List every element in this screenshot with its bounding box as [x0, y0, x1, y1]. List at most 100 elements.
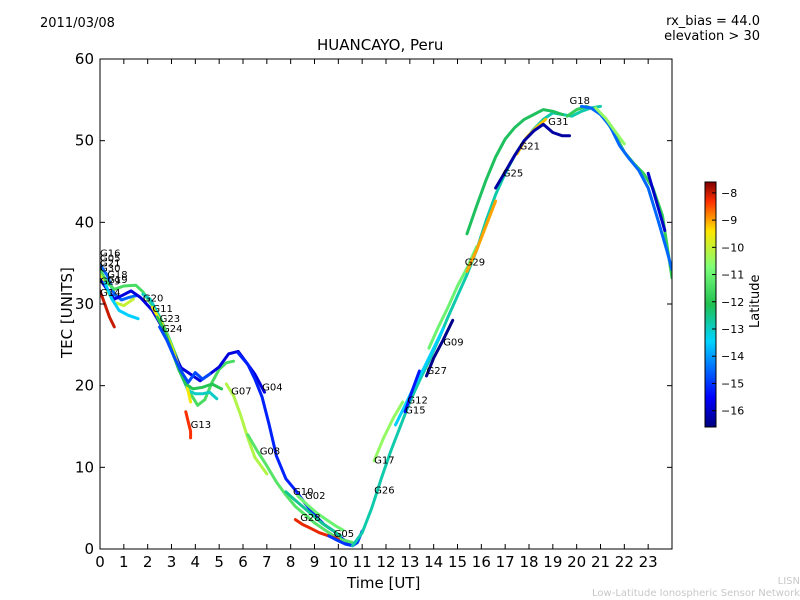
prn-label: G14	[100, 288, 120, 299]
prn-label: G10	[293, 487, 313, 498]
colorbar-tick-label: −11	[721, 269, 744, 282]
colorbar-tick-label: −12	[721, 296, 744, 309]
prn-label: G13	[191, 420, 211, 431]
date-label: 2011/03/08	[40, 16, 115, 31]
prn-label: G08	[260, 446, 280, 457]
prn-label: G12	[407, 396, 427, 407]
prn-label: G26	[374, 486, 394, 497]
footer-org-long: Low-Latitude Ionospheric Sensor Network	[592, 588, 800, 599]
colorbar-tick-layer: −8 −9 −10 −11 −12 −13 −14 −15 −16	[712, 187, 744, 418]
prn-label: G24	[162, 324, 182, 335]
prn-label: G15	[405, 405, 425, 416]
colorbar-tick-label: −9	[721, 214, 737, 227]
prn-label: G07	[231, 387, 251, 398]
y-tick-label: 20	[75, 377, 94, 395]
y-tick-label: 0	[84, 540, 94, 558]
prn-label: G30	[100, 263, 120, 274]
x-tick-label: 23	[639, 553, 658, 571]
colorbar-tick-label: −15	[721, 377, 744, 390]
prn-label: G11	[152, 304, 172, 315]
prn-label: G18	[570, 96, 590, 107]
y-tick-label: 30	[75, 295, 94, 313]
prn-label: G17	[374, 455, 394, 466]
prn-label: G18	[107, 270, 127, 281]
series-g10-14	[284, 490, 343, 538]
series-g21b-30	[594, 106, 626, 146]
x-tick-label: 9	[310, 553, 320, 571]
series-g24-9	[158, 325, 212, 384]
series-g05b-29	[579, 104, 672, 272]
axis-layer: 0 1 2 3 4 5 6 7 8 9 10 11 12 13 14 15 16 17 18 19 20 21 22 2301…	[75, 50, 672, 571]
x-tick-label: 13	[400, 553, 419, 571]
series-g18-28	[565, 104, 672, 280]
series-g13-10	[184, 410, 193, 440]
prn-label: G05	[334, 529, 354, 540]
x-tick-label: 15	[448, 553, 467, 571]
x-tick-label: 16	[472, 553, 491, 571]
series-g16b-31	[646, 171, 667, 232]
x-tick-label: 11	[353, 553, 372, 571]
x-tick-label: 4	[191, 553, 201, 571]
x-tick-label: 2	[143, 553, 153, 571]
prn-label: G21	[520, 142, 540, 153]
series-g27-23	[425, 318, 455, 378]
y-tick-label: 60	[75, 50, 94, 68]
y-tick-label: 10	[75, 458, 94, 476]
x-tick-label: 22	[615, 553, 634, 571]
prn-label: G16	[100, 249, 120, 260]
prn-label: G02	[305, 491, 325, 502]
y-tick-label: 50	[75, 132, 94, 150]
x-tick-label: 0	[95, 553, 105, 571]
series-g31-27	[494, 122, 571, 190]
series-layer	[100, 104, 672, 548]
x-tick-label: 3	[167, 553, 177, 571]
plot-frame	[99, 58, 673, 550]
series-g23-8	[155, 315, 224, 391]
x-tick-label: 5	[214, 553, 224, 571]
colorbar-tick-label: −14	[721, 350, 744, 363]
series-g07-11	[224, 382, 269, 476]
prn-label: G21	[100, 258, 120, 269]
prn-label-layer: G16G05G21G30G18G19G29G14G20G11G23G24G13G…	[100, 96, 590, 540]
x-tick-label: 21	[591, 553, 610, 571]
series-g12-20	[394, 327, 445, 427]
x-tick-label: 14	[424, 553, 443, 571]
prn-label: G28	[300, 513, 320, 524]
series-g29-24	[465, 199, 498, 273]
elevation-label: elevation > 30	[664, 29, 760, 44]
prn-label: G29	[100, 276, 120, 287]
prn-label: G31	[548, 117, 568, 128]
x-tick-label: 10	[329, 553, 348, 571]
chart-title: HUANCAYO, Peru	[317, 36, 444, 54]
prn-label: G25	[503, 169, 523, 180]
x-tick-label: 6	[238, 553, 248, 571]
prn-label: G05	[100, 254, 120, 265]
x-tick-label: 19	[543, 553, 562, 571]
series-g26-19	[351, 104, 602, 548]
y-tick-label: 40	[75, 213, 94, 231]
x-tick-label: 12	[376, 553, 395, 571]
colorbar-tick-label: −13	[721, 323, 744, 336]
x-tick-label: 1	[119, 553, 129, 571]
x-tick-label: 8	[286, 553, 296, 571]
colorbar-tick-label: −8	[721, 187, 737, 200]
series-g18-4	[103, 281, 140, 321]
prn-label: G20	[143, 294, 163, 305]
prn-label: G19	[107, 275, 127, 286]
colorbar-tick-label: −10	[721, 241, 744, 254]
prn-label: G04	[262, 383, 282, 394]
footer-org-short: LISN	[777, 576, 800, 587]
prn-label: G09	[443, 338, 463, 349]
prn-label: G29	[465, 258, 485, 269]
prn-label: G27	[427, 366, 447, 377]
x-tick-label: 7	[262, 553, 272, 571]
rx-bias-label: rx_bias = 44.0	[666, 14, 760, 29]
prn-label: G23	[160, 314, 180, 325]
x-tick-label: 20	[567, 553, 586, 571]
series-g15-21	[403, 369, 421, 414]
x-tick-label: 18	[519, 553, 538, 571]
x-axis-label: Time [UT]	[347, 574, 421, 592]
series-g14-5	[100, 289, 116, 329]
colorbar-tick-label: −16	[721, 405, 744, 418]
